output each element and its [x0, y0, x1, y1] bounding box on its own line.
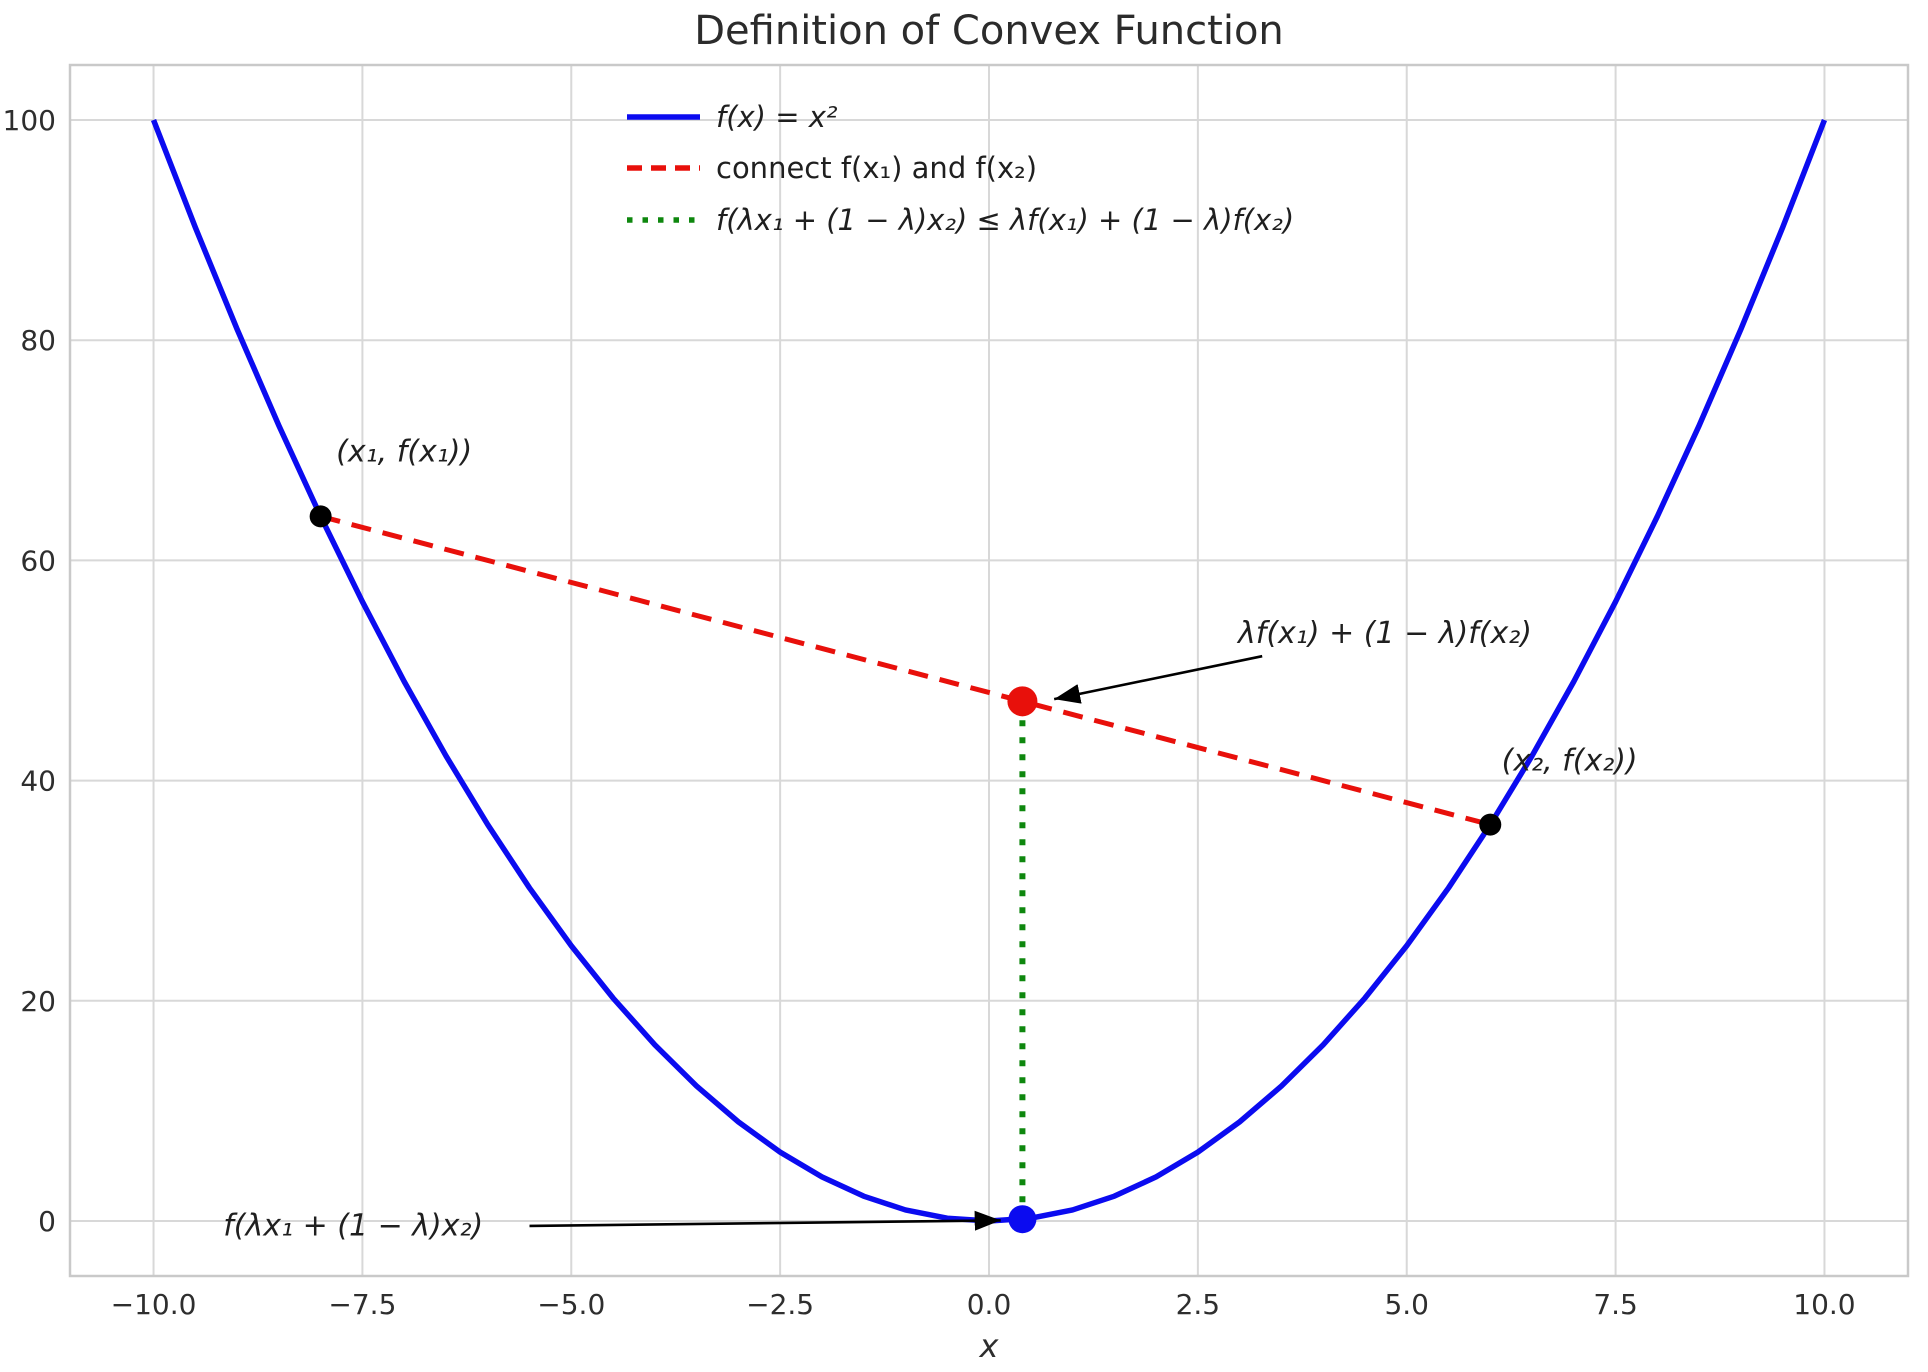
- label-function-value: f(λx₁ + (1 − λ)x₂): [223, 1208, 483, 1243]
- y-tick-label: 40: [20, 765, 56, 798]
- point-function-combination: [1008, 1205, 1037, 1234]
- plot-area: [68, 63, 1910, 1278]
- legend-label: f(x) = x²: [716, 100, 838, 134]
- legend: f(x) = x² connect f(x₁) and f(x₂) f(λx₁ + …: [627, 100, 1294, 237]
- series-dashed-line: [319, 513, 1491, 828]
- y-tick-labels: 0 20 40 60 80 100: [3, 104, 56, 1238]
- x-tick-label: −7.5: [328, 1288, 396, 1321]
- point-x2: [1479, 813, 1502, 836]
- legend-label: connect f(x₁) and f(x₂): [716, 151, 1037, 185]
- x-tick-label: −2.5: [746, 1288, 814, 1321]
- plot-border: [68, 63, 1910, 1278]
- legend-item: f(x) = x²: [627, 100, 838, 134]
- annotation-texts: (x₁, f(x₁)) (x₂, f(x₂)) λf(x₁) + (1 − λ)f(…: [223, 434, 1637, 1243]
- label-point-x2: (x₂, f(x₂)): [1502, 744, 1638, 779]
- x-tick-label: −10.0: [111, 1288, 197, 1321]
- data-points: [309, 505, 1502, 1234]
- arrow-to-function-point: [529, 1210, 1001, 1231]
- y-tick-label: 80: [20, 324, 56, 357]
- point-chord-combination: [1007, 686, 1038, 717]
- chart-title: Definition of Convex Function: [694, 8, 1284, 54]
- x-axis-label: x: [979, 1327, 1000, 1365]
- legend-label: f(λx₁ + (1 − λ)x₂) ≤ λf(x₁) + (1 − λ)f(x…: [716, 203, 1294, 237]
- label-chord-value: λf(x₁) + (1 − λ)f(x₂): [1236, 616, 1532, 651]
- y-tick-label: 0: [38, 1205, 56, 1238]
- y-tick-label: 20: [20, 985, 56, 1018]
- x-tick-label: −5.0: [537, 1288, 605, 1321]
- x-tick-label: 5.0: [1384, 1288, 1429, 1321]
- annotation-arrows: [529, 654, 1263, 1231]
- y-tick-label: 100: [3, 104, 56, 137]
- x-tick-label: 10.0: [1793, 1288, 1855, 1321]
- y-tick-label: 60: [20, 544, 56, 577]
- x-tick-label: 2.5: [1176, 1288, 1221, 1321]
- legend-item: f(λx₁ + (1 − λ)x₂) ≤ λf(x₁) + (1 − λ)f(x…: [627, 203, 1294, 237]
- point-x1: [309, 505, 332, 528]
- x-tick-label: 0.0: [967, 1288, 1012, 1321]
- x-tick-label: 7.5: [1593, 1288, 1638, 1321]
- x-tick-labels: −10.0 −7.5 −5.0 −2.5 0.0 2.5 5.0 7.5 10.0: [111, 1288, 1856, 1321]
- legend-item: connect f(x₁) and f(x₂): [627, 151, 1037, 185]
- label-point-x1: (x₁, f(x₁)): [336, 434, 472, 469]
- arrow-to-chord-point: [1053, 654, 1263, 704]
